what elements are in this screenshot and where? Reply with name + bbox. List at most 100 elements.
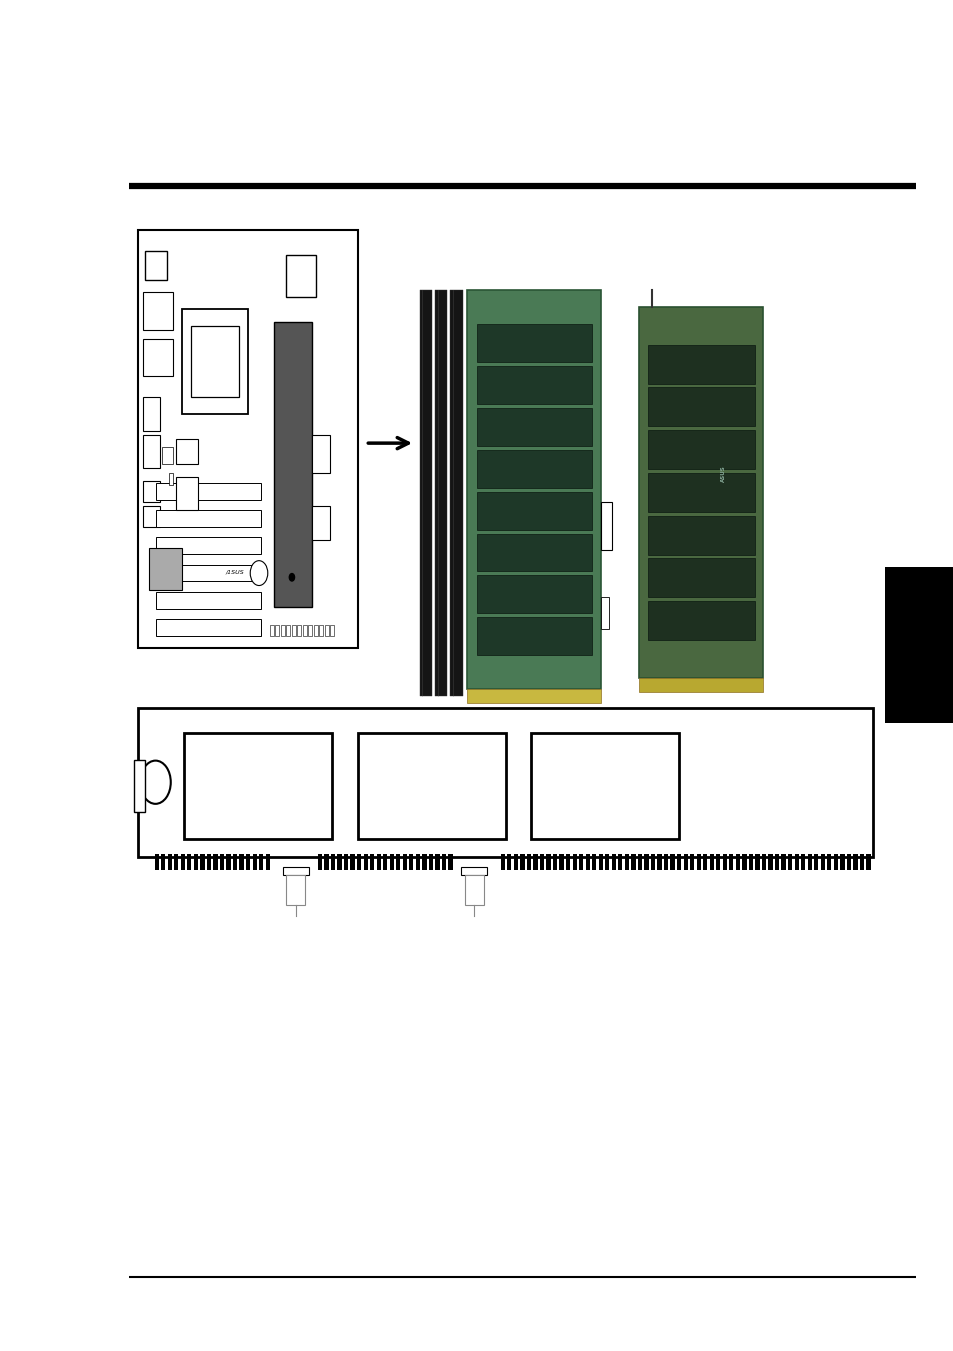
Bar (143, 397, 160, 431)
Bar (611, 854, 616, 870)
Bar (143, 481, 160, 501)
Bar (476, 450, 591, 488)
Bar (422, 854, 426, 870)
Bar (155, 538, 261, 554)
Bar (187, 854, 192, 870)
Circle shape (140, 761, 171, 804)
Bar (312, 435, 330, 473)
Bar (265, 854, 270, 870)
Bar (314, 626, 317, 636)
Text: ASUS: ASUS (720, 466, 725, 482)
Bar (246, 854, 250, 870)
Bar (145, 251, 167, 280)
Bar (376, 854, 380, 870)
Bar (787, 854, 791, 870)
Bar (357, 734, 505, 839)
Bar (519, 854, 524, 870)
Bar (833, 854, 837, 870)
Bar (435, 290, 447, 696)
Bar (441, 854, 446, 870)
Bar (330, 626, 334, 636)
Bar (155, 511, 261, 527)
Bar (193, 854, 198, 870)
Bar (526, 854, 531, 870)
Bar (275, 626, 279, 636)
Bar (180, 854, 185, 870)
Bar (598, 854, 602, 870)
Bar (647, 473, 754, 512)
Bar (389, 854, 394, 870)
Circle shape (289, 574, 294, 581)
Bar (647, 601, 754, 640)
Bar (464, 875, 483, 905)
Bar (317, 854, 322, 870)
Bar (161, 854, 165, 870)
Bar (383, 854, 387, 870)
Bar (647, 345, 754, 384)
Bar (429, 854, 433, 870)
Bar (572, 854, 577, 870)
Bar (624, 854, 628, 870)
Bar (884, 567, 953, 723)
Bar (565, 854, 570, 870)
Bar (419, 290, 432, 696)
Bar (553, 854, 557, 870)
Bar (638, 854, 641, 870)
Bar (344, 854, 348, 870)
Bar (207, 854, 211, 870)
Bar (270, 626, 274, 636)
Circle shape (250, 561, 268, 585)
Bar (370, 854, 374, 870)
Bar (476, 492, 591, 530)
Bar (476, 366, 591, 404)
Bar (741, 854, 746, 870)
Bar (175, 477, 197, 511)
Bar (657, 854, 661, 870)
Bar (297, 626, 301, 636)
Bar (859, 854, 863, 870)
Bar (138, 708, 872, 857)
Bar (363, 854, 368, 870)
Bar (476, 576, 591, 613)
Bar (781, 854, 785, 870)
Bar (191, 326, 239, 397)
Bar (285, 255, 316, 297)
Bar (716, 854, 720, 870)
Bar (476, 534, 591, 571)
Bar (133, 759, 145, 812)
Bar (460, 867, 487, 875)
Bar (253, 854, 256, 870)
Bar (282, 867, 309, 875)
Bar (820, 854, 824, 870)
Bar (670, 854, 674, 870)
Bar (476, 408, 591, 446)
Bar (155, 619, 261, 636)
Bar (539, 854, 543, 870)
Bar (794, 854, 798, 870)
Text: /1SUS: /1SUS (225, 569, 244, 574)
Bar (618, 854, 621, 870)
Bar (259, 854, 263, 870)
Bar (801, 854, 804, 870)
Bar (643, 854, 648, 870)
Bar (647, 516, 754, 555)
Bar (292, 626, 295, 636)
Bar (728, 854, 733, 870)
Bar (219, 854, 224, 870)
Bar (600, 501, 611, 550)
Bar (767, 854, 772, 870)
Bar (155, 592, 261, 609)
Bar (416, 854, 419, 870)
Bar (826, 854, 831, 870)
Bar (755, 854, 759, 870)
Bar (647, 388, 754, 427)
Bar (840, 854, 843, 870)
Bar (337, 854, 341, 870)
Bar (513, 854, 517, 870)
Bar (435, 854, 439, 870)
Bar (807, 854, 811, 870)
Bar (467, 290, 600, 689)
Bar (663, 854, 667, 870)
Bar (233, 854, 237, 870)
Bar (500, 854, 504, 870)
